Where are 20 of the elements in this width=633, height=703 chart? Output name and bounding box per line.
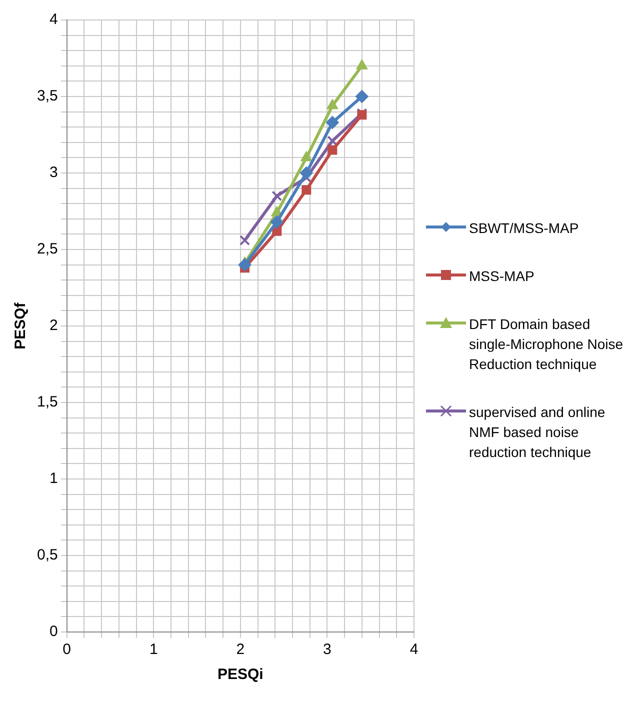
y-tick-label: 0,5	[36, 546, 58, 564]
y-tick-label: 3,5	[36, 88, 58, 105]
y-tick-label: 4	[50, 11, 58, 28]
y-tick-label: 2,5	[36, 240, 58, 258]
y-tick-label: 0	[50, 623, 58, 640]
y-tick-label: 1,5	[36, 394, 58, 411]
legend-label: SBWT/MSS-MAP	[469, 219, 579, 238]
legend-label: DFT Domain based single-Microphone Noise Reduction technique	[469, 315, 624, 374]
y-tick-label: 1	[50, 470, 58, 488]
x-tick-label: 2	[236, 641, 245, 658]
legend-label: MSS-MAP	[469, 267, 534, 286]
x-tick-label: 0	[62, 641, 72, 658]
y-tick-label: 2	[50, 317, 58, 334]
x-tick-label: 1	[149, 641, 158, 658]
y-tick-label: 3	[50, 164, 58, 182]
legend-label: supervised and online NMF based noise reduction technique	[469, 403, 606, 462]
y-axis-title: PESQf	[12, 302, 30, 350]
x-tick-label: 4	[410, 641, 418, 658]
x-tick-label: 3	[323, 641, 332, 658]
x-axis-title: PESQi	[217, 666, 264, 684]
